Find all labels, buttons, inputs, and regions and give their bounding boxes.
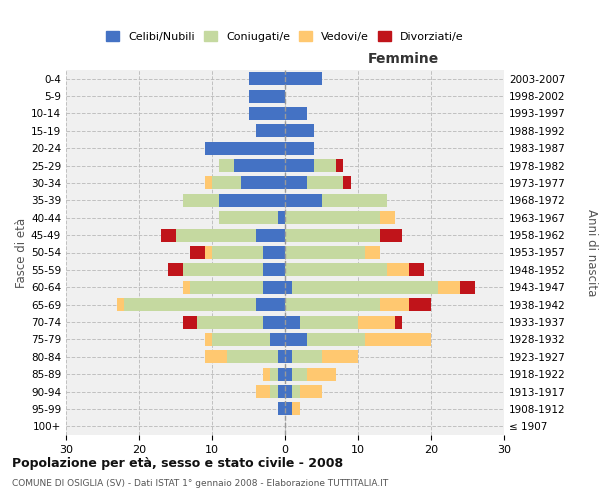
Bar — [197, 316, 263, 328]
Bar — [263, 368, 271, 380]
Bar — [271, 385, 278, 398]
Bar — [307, 333, 365, 346]
Bar — [183, 280, 190, 294]
Y-axis label: Anni di nascita: Anni di nascita — [585, 209, 598, 296]
Bar — [205, 350, 227, 364]
Bar — [278, 211, 285, 224]
Bar — [271, 368, 278, 380]
Bar — [438, 280, 460, 294]
Bar — [336, 159, 343, 172]
Bar — [212, 333, 271, 346]
Bar — [176, 228, 256, 241]
Bar — [387, 264, 409, 276]
Bar — [292, 280, 438, 294]
Bar — [285, 142, 314, 154]
Bar — [409, 298, 431, 311]
Bar — [117, 298, 124, 311]
Bar — [285, 350, 292, 364]
Bar — [299, 385, 322, 398]
Bar — [220, 159, 234, 172]
Bar — [307, 176, 343, 190]
Bar — [248, 107, 285, 120]
Legend: Celibi/Nubili, Coniugati/e, Vedovi/e, Divorziati/e: Celibi/Nubili, Coniugati/e, Vedovi/e, Di… — [103, 28, 467, 46]
Bar — [183, 194, 220, 207]
Bar — [248, 90, 285, 102]
Bar — [292, 402, 299, 415]
Bar — [278, 368, 285, 380]
Bar — [307, 368, 336, 380]
Bar — [285, 107, 307, 120]
Bar — [263, 246, 285, 259]
Bar — [256, 298, 285, 311]
Bar — [285, 176, 307, 190]
Bar — [285, 298, 380, 311]
Text: Femmine: Femmine — [368, 52, 439, 66]
Bar — [285, 211, 380, 224]
Bar — [227, 350, 278, 364]
Bar — [263, 264, 285, 276]
Bar — [285, 264, 387, 276]
Bar — [292, 368, 307, 380]
Bar — [343, 176, 350, 190]
Bar — [278, 402, 285, 415]
Bar — [278, 350, 285, 364]
Bar — [322, 194, 387, 207]
Bar — [205, 176, 212, 190]
Bar — [263, 316, 285, 328]
Bar — [285, 280, 292, 294]
Text: COMUNE DI OSIGLIA (SV) - Dati ISTAT 1° gennaio 2008 - Elaborazione TUTTITALIA.IT: COMUNE DI OSIGLIA (SV) - Dati ISTAT 1° g… — [12, 479, 388, 488]
Bar — [395, 316, 402, 328]
Bar — [285, 333, 307, 346]
Bar — [205, 246, 212, 259]
Bar — [292, 385, 299, 398]
Bar — [256, 124, 285, 138]
Bar — [380, 298, 409, 311]
Bar — [248, 72, 285, 85]
Bar — [220, 211, 278, 224]
Bar — [205, 142, 285, 154]
Bar — [285, 316, 299, 328]
Bar — [285, 159, 314, 172]
Bar — [365, 246, 380, 259]
Bar — [256, 385, 271, 398]
Bar — [241, 176, 285, 190]
Bar — [322, 350, 358, 364]
Bar — [220, 194, 285, 207]
Bar — [380, 228, 402, 241]
Bar — [183, 264, 263, 276]
Bar — [285, 72, 322, 85]
Bar — [358, 316, 395, 328]
Bar — [380, 211, 395, 224]
Bar — [124, 298, 256, 311]
Bar — [285, 385, 292, 398]
Bar — [299, 316, 358, 328]
Bar — [365, 333, 431, 346]
Bar — [212, 246, 263, 259]
Bar — [285, 228, 380, 241]
Bar — [314, 159, 336, 172]
Bar — [183, 316, 197, 328]
Bar — [285, 124, 314, 138]
Bar — [190, 246, 205, 259]
Bar — [285, 194, 322, 207]
Bar — [234, 159, 285, 172]
Bar — [212, 176, 241, 190]
Bar — [271, 333, 285, 346]
Y-axis label: Fasce di età: Fasce di età — [15, 218, 28, 288]
Bar — [161, 228, 176, 241]
Bar — [285, 368, 292, 380]
Bar — [168, 264, 183, 276]
Bar — [278, 385, 285, 398]
Bar — [263, 280, 285, 294]
Bar — [205, 333, 212, 346]
Bar — [285, 246, 365, 259]
Bar — [190, 280, 263, 294]
Bar — [409, 264, 424, 276]
Bar — [460, 280, 475, 294]
Bar — [292, 350, 322, 364]
Bar — [285, 402, 292, 415]
Bar — [256, 228, 285, 241]
Text: Popolazione per età, sesso e stato civile - 2008: Popolazione per età, sesso e stato civil… — [12, 458, 343, 470]
